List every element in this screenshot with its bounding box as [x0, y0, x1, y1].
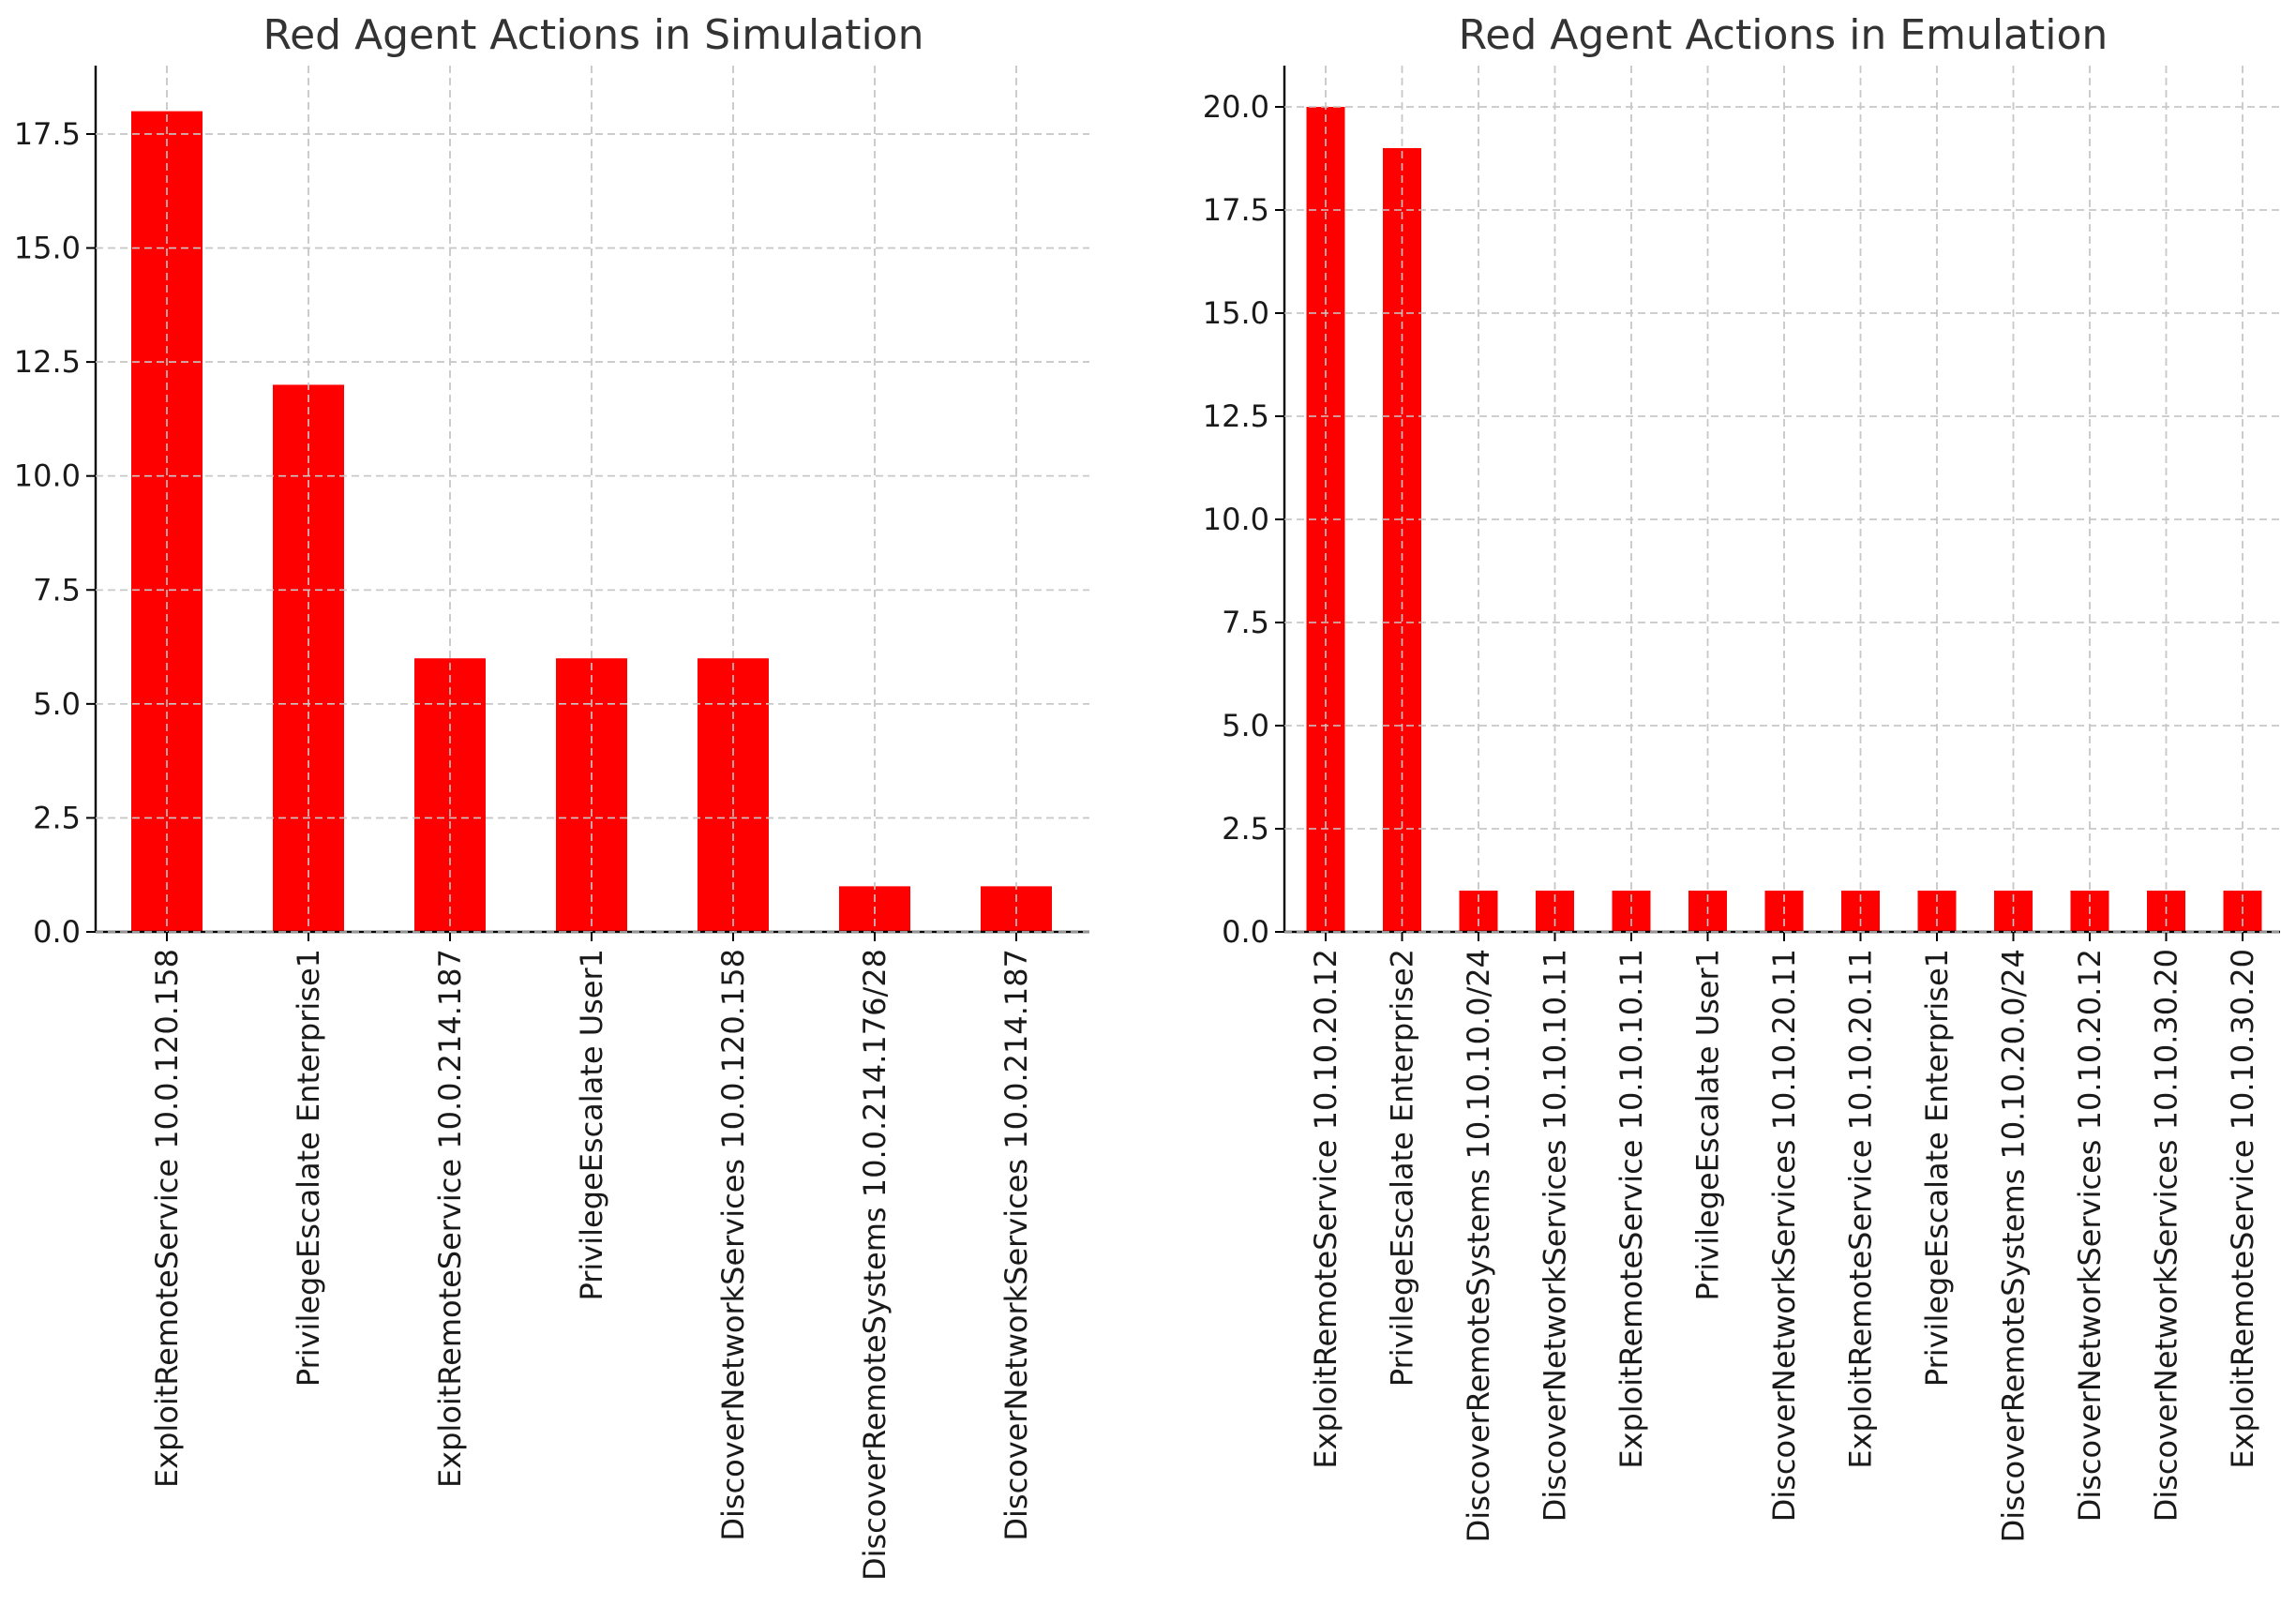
emulation-category-label: ExploitRemoteService 10.10.10.11: [1613, 949, 1649, 1469]
simulation-grid-overlay: [96, 66, 1089, 933]
emulation-ytick-label: 2.5: [1222, 811, 1269, 847]
emulation-ytick-label: 17.5: [1203, 192, 1269, 228]
emulation-ytick-label: 12.5: [1203, 398, 1269, 434]
emulation-category-label: ExploitRemoteService 10.10.30.20: [2225, 949, 2260, 1469]
emulation-category-label: ExploitRemoteService 10.10.20.11: [1843, 949, 1879, 1469]
simulation-chart: Red Agent Actions in Simulation 0.0 2.5 5.…: [14, 11, 1089, 1581]
emulation-ytick-label: 15.0: [1203, 295, 1269, 331]
simulation-ytick-label: 0.0: [33, 914, 81, 950]
emulation-axes: 0.0 2.5 5.0 7.5 10.0 12.5 15.0 17.5 20.0 ExploitR…: [1203, 66, 2280, 1542]
simulation-category-label: PrivilegeEscalate User1: [574, 949, 609, 1300]
simulation-bar: [556, 658, 627, 932]
emulation-category-label: DiscoverNetworkServices 10.10.20.12: [2072, 949, 2108, 1522]
emulation-category-label: DiscoverNetworkServices 10.10.10.11: [1538, 949, 1573, 1522]
simulation-ytick-label: 12.5: [14, 344, 81, 380]
emulation-category-label: DiscoverNetworkServices 10.10.30.20: [2149, 949, 2184, 1522]
emulation-category-label: PrivilegeEscalate User1: [1690, 949, 1726, 1300]
emulation-category-label: PrivilegeEscalate Enterprise2: [1385, 949, 1420, 1387]
simulation-category-label: DiscoverNetworkServices 10.0.120.158: [715, 949, 751, 1541]
simulation-category-label: ExploitRemoteService 10.0.120.158: [149, 949, 185, 1488]
emulation-chart: Red Agent Actions in Emulation 0.0 2.5 5.0…: [1203, 11, 2280, 1542]
simulation-category-label: PrivilegeEscalate Enterprise1: [291, 949, 326, 1387]
emulation-grid: [1284, 66, 2280, 933]
simulation-bar: [414, 658, 486, 932]
simulation-ytick-label: 10.0: [14, 458, 81, 494]
emulation-ytick-label: 5.0: [1222, 708, 1269, 743]
simulation-ytick-label: 17.5: [14, 116, 81, 152]
emulation-category-label: ExploitRemoteService 10.10.20.12: [1308, 949, 1343, 1469]
simulation-category-label: DiscoverNetworkServices 10.0.214.187: [998, 949, 1034, 1541]
simulation-chart-title: Red Agent Actions in Simulation: [263, 11, 924, 59]
emulation-chart-title: Red Agent Actions in Emulation: [1459, 11, 2108, 59]
emulation-category-label: PrivilegeEscalate Enterprise1: [1919, 949, 1955, 1387]
emulation-ytick-label: 20.0: [1203, 89, 1269, 125]
emulation-category-label: DiscoverRemoteSystems 10.10.10.0/24: [1461, 949, 1496, 1542]
simulation-bar: [698, 658, 769, 932]
emulation-ytick-label: 7.5: [1222, 605, 1269, 640]
emulation-category-label: DiscoverNetworkServices 10.10.20.11: [1766, 949, 1802, 1522]
emulation-category-label: DiscoverRemoteSystems 10.10.20.0/24: [1996, 949, 2032, 1542]
emulation-grid-overlay: [1284, 66, 2280, 933]
simulation-ytick-label: 2.5: [33, 800, 81, 835]
simulation-category-label: ExploitRemoteService 10.0.214.187: [432, 949, 468, 1488]
simulation-ytick-label: 7.5: [33, 572, 81, 608]
simulation-axes: 0.0 2.5 5.0 7.5 10.0 12.5 15.0 17.5 ExploitRemot…: [14, 66, 1089, 1581]
simulation-category-label: DiscoverRemoteSystems 10.0.214.176/28: [857, 949, 893, 1581]
emulation-ytick-label: 0.0: [1222, 914, 1269, 950]
emulation-ytick-label: 10.0: [1203, 502, 1269, 537]
simulation-ytick-label: 5.0: [33, 686, 81, 722]
simulation-ytick-label: 15.0: [14, 231, 81, 266]
